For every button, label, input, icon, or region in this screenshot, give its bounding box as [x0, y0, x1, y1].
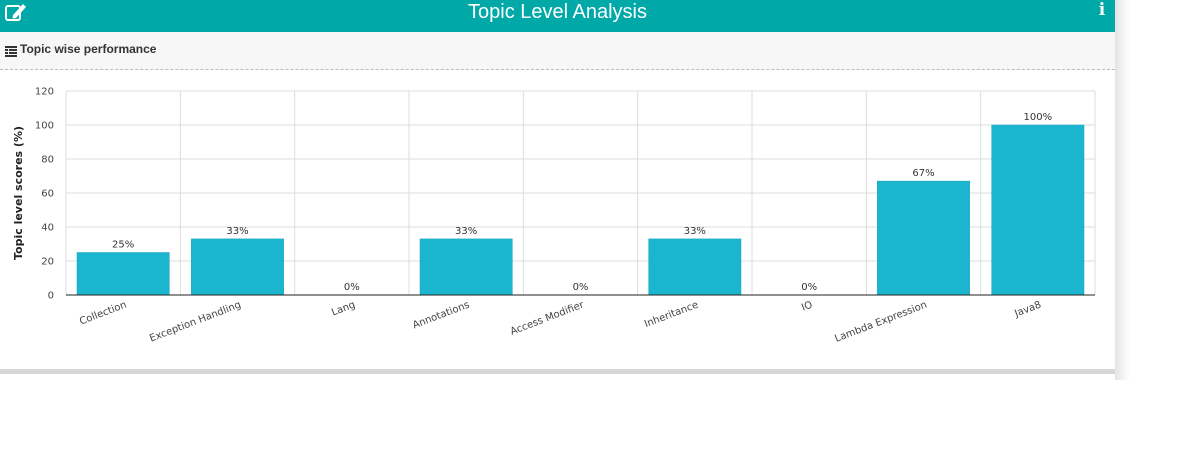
info-icon[interactable]: i	[1098, 0, 1106, 20]
bar	[877, 180, 970, 296]
topic-analysis-panel: Topic Level Analysis i Topic wise perfor…	[0, 0, 1115, 368]
y-axis-title: Topic level scores (%)	[12, 126, 25, 260]
section-header: Topic wise performance	[0, 32, 1115, 70]
bar-chart-svg: 0 20 40 60 80 100 120 25% Collection 33% Exception…	[12, 87, 1096, 345]
y-tick-label: 80	[41, 155, 54, 166]
y-tick-label: 40	[41, 223, 54, 234]
bar-value-label: 0%	[801, 282, 817, 293]
page-side-shadow	[1115, 0, 1131, 380]
x-tick-label: Lambda Expression	[833, 300, 928, 345]
panel-bottom-shadow	[0, 369, 1115, 374]
edit-icon[interactable]	[4, 1, 28, 23]
bar	[991, 124, 1085, 296]
bar-value-label: 33%	[455, 226, 477, 237]
x-tick-label: Java8	[1012, 300, 1043, 320]
panel-header: Topic Level Analysis i	[0, 0, 1115, 32]
y-tick-label: 20	[41, 257, 54, 268]
y-tick-label: 120	[35, 87, 54, 98]
bar-value-label: 25%	[112, 240, 134, 251]
x-tick-label: IO	[800, 299, 814, 313]
bar-value-label: 100%	[1024, 112, 1053, 123]
section-title: Topic wise performance	[20, 42, 157, 56]
bar-value-label: 33%	[226, 226, 248, 237]
bar-chart: 0 20 40 60 80 100 120 25% Collection 33% Exception…	[0, 72, 1115, 368]
x-tick-label: Collection	[78, 300, 128, 328]
bar	[76, 252, 170, 296]
list-icon	[5, 44, 17, 57]
x-tick-label: Lang	[330, 300, 357, 319]
bar	[191, 238, 284, 296]
x-tick-label: Exception Handling	[148, 300, 242, 345]
y-tick-label: 0	[48, 291, 54, 302]
bar	[419, 238, 513, 296]
bar-value-label: 0%	[344, 282, 360, 293]
bar-value-label: 0%	[573, 282, 589, 293]
y-tick-label: 100	[35, 121, 54, 132]
page-title: Topic Level Analysis	[468, 1, 647, 23]
x-tick-label: Inheritance	[643, 300, 700, 331]
bar	[648, 238, 742, 296]
bar-value-label: 67%	[912, 168, 934, 179]
x-tick-label: Access Modifier	[509, 299, 586, 337]
y-tick-label: 60	[41, 189, 54, 200]
x-tick-label: Annotations	[411, 300, 471, 332]
bar-value-label: 33%	[684, 226, 706, 237]
